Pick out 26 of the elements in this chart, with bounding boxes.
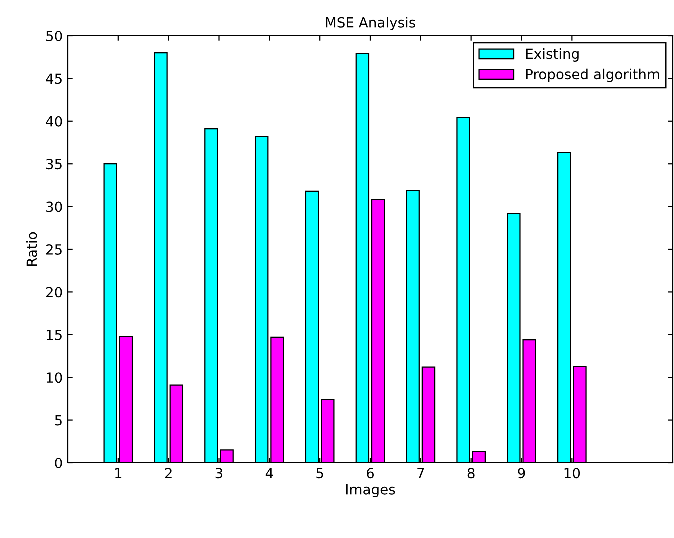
y-tick-label: 50 [46,30,62,42]
y-tick-label: 45 [46,74,62,84]
y-tick-label: 10 [46,372,62,384]
y-tick-label: 20 [46,287,62,298]
legend-label: Proposed algorithm [526,68,660,82]
y-tick-label: 25 [46,244,62,255]
x-tick-label: 6 [367,468,374,479]
y-tick-label: 35 [46,159,62,170]
y-tick-label: 40 [46,116,62,127]
x-tick-label: 7 [418,468,424,478]
x-tick-label: 5 [316,468,324,479]
legend-label: Existing [526,48,579,62]
x-tick-label: 3 [216,468,223,479]
x-tick-label: 4 [266,468,274,478]
y-axis-title: Ratio [26,232,38,266]
x-tick-label: 1 [116,468,122,478]
x-tick-label: 10 [564,468,580,479]
chart-title: MSE Analysis [326,17,416,31]
x-axis-title: Images [346,484,396,498]
x-tick-label: 2 [165,468,172,478]
x-tick-label: 8 [468,468,475,479]
y-tick-label: 0 [55,458,62,468]
x-tick-label: 9 [518,468,526,479]
y-tick-label: 15 [46,330,62,340]
y-tick-label: 30 [46,202,62,212]
y-tick-label: 5 [55,415,62,426]
